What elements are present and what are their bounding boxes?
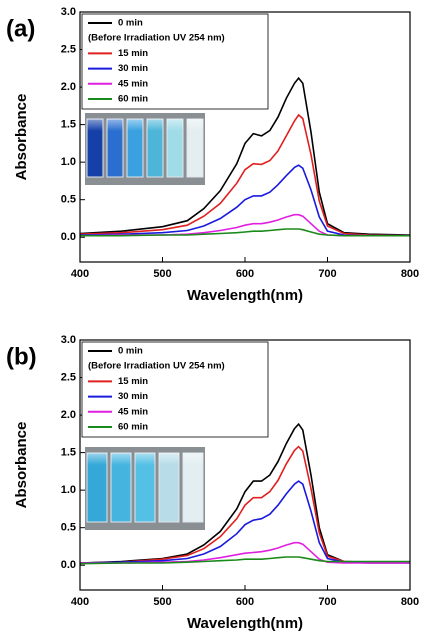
x-tick-label: 400 <box>71 268 89 280</box>
series-line <box>79 556 410 565</box>
y-axis-title: Absorbance <box>13 422 30 509</box>
x-tick-label: 600 <box>236 268 254 280</box>
x-tick-label: 800 <box>401 268 419 280</box>
series-line <box>79 422 410 564</box>
legend-label: 30 min <box>118 391 148 402</box>
x-axis-title: Wavelength(nm) <box>187 287 303 304</box>
y-tick-label: 2.0 <box>61 81 76 93</box>
y-tick-label: 1.0 <box>61 156 76 168</box>
cuvette-shine <box>87 453 107 465</box>
legend-label: 60 min <box>118 94 148 105</box>
legend-note: (Before Irradiation UV 254 nm) <box>88 33 225 44</box>
legend-label: 15 min <box>118 376 148 387</box>
cuvette-shine <box>183 453 203 465</box>
x-tick-label: 700 <box>318 268 336 280</box>
series-line <box>79 164 410 237</box>
series-line <box>79 113 411 237</box>
series-line <box>80 228 410 237</box>
y-tick-label: 2.0 <box>61 409 76 421</box>
series-line <box>79 480 410 564</box>
cuvette-shine <box>107 119 123 131</box>
cuvette-shine <box>167 119 183 131</box>
x-axis-title: Wavelength(nm) <box>187 615 303 632</box>
x-tick-label: 600 <box>236 596 254 608</box>
x-tick-label: 500 <box>153 268 171 280</box>
x-tick-label: 700 <box>318 596 336 608</box>
y-tick-label: 0.0 <box>61 231 76 243</box>
y-tick-label: 1.5 <box>61 447 76 459</box>
y-tick-label: 2.5 <box>61 371 76 383</box>
cuvette-shine <box>187 119 203 131</box>
cuvette-shine <box>87 119 103 131</box>
x-tick-label: 800 <box>401 596 419 608</box>
legend-label: 15 min <box>118 48 148 59</box>
y-tick-label: 3.0 <box>61 6 76 18</box>
inset-photo <box>85 113 205 185</box>
panel-label: (b) <box>6 343 37 370</box>
cuvette-shine <box>147 119 163 131</box>
legend-note: (Before Irradiation UV 254 nm) <box>88 361 225 372</box>
y-tick-label: 1.0 <box>61 484 76 496</box>
legend-label: 30 min <box>118 63 148 74</box>
y-tick-label: 1.5 <box>61 119 76 131</box>
legend-box <box>81 341 269 438</box>
series-line <box>79 213 410 237</box>
cuvette-shine <box>159 453 179 465</box>
cuvette-shine <box>127 119 143 131</box>
legend-label: 0 min <box>118 346 143 357</box>
x-tick-label: 500 <box>153 596 171 608</box>
y-tick-label: 0.0 <box>61 559 76 571</box>
legend-label: 0 min <box>118 18 143 29</box>
y-tick-label: 2.5 <box>61 43 76 55</box>
y-tick-label: 0.5 <box>61 522 76 534</box>
cuvette-shine <box>111 453 131 465</box>
legend-box <box>81 13 269 110</box>
y-tick-label: 0.5 <box>61 194 76 206</box>
legend-label: 60 min <box>118 422 148 433</box>
y-axis-title: Absorbance <box>13 94 30 181</box>
series-line <box>79 445 410 564</box>
y-tick-label: 3.0 <box>61 334 76 346</box>
panel-label: (a) <box>6 15 35 42</box>
legend-label: 45 min <box>118 78 148 89</box>
series-line <box>79 76 411 236</box>
legend-label: 45 min <box>118 406 148 417</box>
x-tick-label: 400 <box>71 596 89 608</box>
cuvette-shine <box>135 453 155 465</box>
